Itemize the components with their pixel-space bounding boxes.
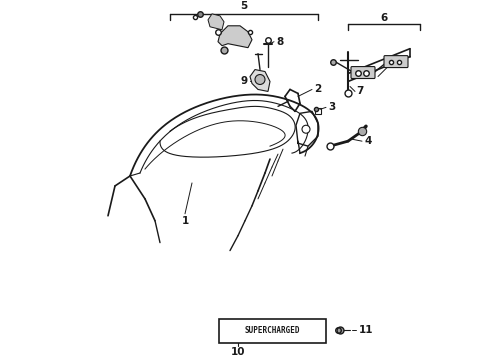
Text: 5: 5: [241, 1, 247, 11]
Polygon shape: [250, 69, 270, 91]
Circle shape: [255, 75, 265, 85]
Text: 6: 6: [380, 13, 388, 23]
Text: 7: 7: [356, 86, 364, 96]
Text: 10: 10: [231, 347, 245, 357]
Text: 4: 4: [364, 136, 372, 146]
Text: 3: 3: [328, 102, 336, 112]
Text: 8: 8: [276, 37, 284, 47]
Text: SUPERCHARGED: SUPERCHARGED: [244, 326, 300, 335]
FancyBboxPatch shape: [219, 319, 326, 343]
Text: 1: 1: [181, 216, 189, 226]
Polygon shape: [208, 14, 224, 30]
Text: 9: 9: [241, 76, 247, 86]
FancyBboxPatch shape: [351, 67, 375, 78]
Text: 11: 11: [359, 325, 373, 335]
Circle shape: [302, 125, 310, 133]
Text: 2: 2: [315, 85, 321, 94]
Polygon shape: [218, 26, 252, 48]
FancyBboxPatch shape: [384, 56, 408, 68]
